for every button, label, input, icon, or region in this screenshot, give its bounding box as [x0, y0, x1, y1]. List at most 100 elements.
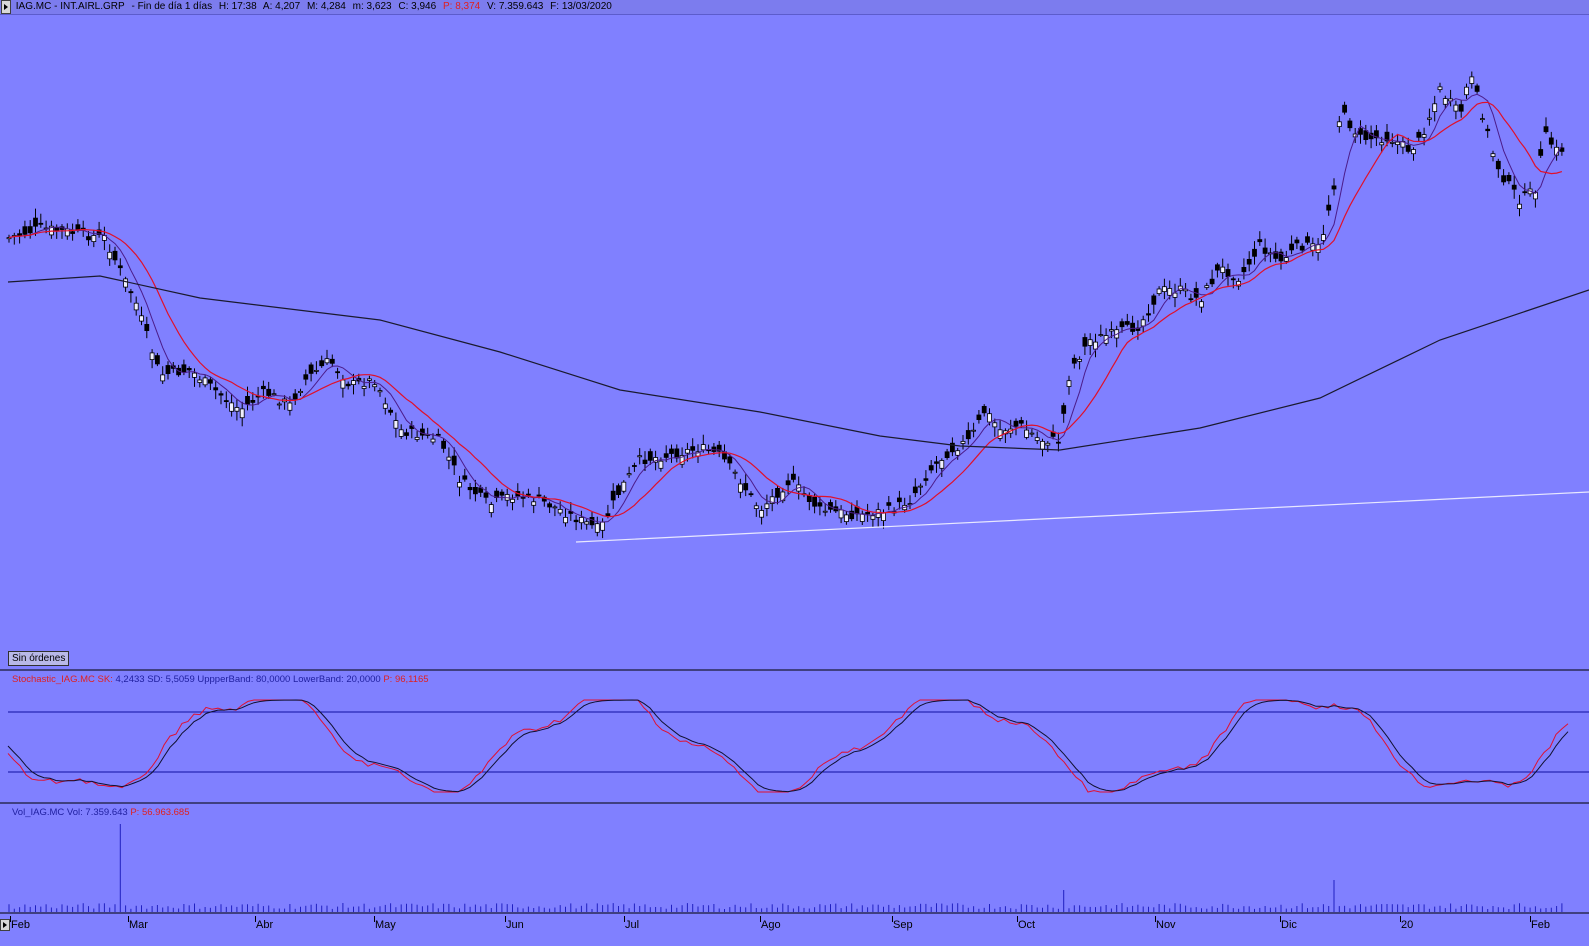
candle-body [192, 372, 197, 378]
x-axis-label: Ago [761, 919, 781, 931]
candle-body [64, 228, 70, 237]
ma-fast-line [8, 93, 1563, 523]
candle-body [812, 496, 817, 507]
candle-body [234, 407, 240, 412]
candle-body [1209, 278, 1215, 285]
candle-body [345, 383, 351, 387]
candle-body [690, 446, 696, 451]
candle-body [589, 517, 595, 526]
candle-body [361, 385, 367, 389]
x-axis-tick [1530, 916, 1531, 922]
candle-body [897, 497, 902, 503]
candle-body [674, 448, 680, 459]
candle-body [563, 517, 568, 524]
candle-body [764, 503, 770, 509]
candle-body [1204, 285, 1210, 288]
candle-body [1225, 269, 1231, 277]
candle-body [1034, 437, 1040, 441]
candle-body [207, 379, 213, 384]
candle-body [727, 456, 733, 464]
candle-body [669, 448, 674, 454]
candle-body [844, 514, 849, 523]
candle-body [547, 503, 552, 508]
scroll-left-arrow-icon[interactable] [0, 919, 10, 931]
candle-body [123, 278, 128, 288]
candle-body [366, 378, 372, 381]
candle-body [992, 422, 998, 428]
candle-body [584, 521, 590, 525]
candle-body [202, 377, 208, 386]
x-axis-label: Feb [11, 919, 30, 931]
candle-body [663, 453, 669, 458]
x-axis-label: May [375, 919, 396, 931]
candle-body [960, 440, 966, 444]
candle-body [573, 519, 579, 523]
candle-body [976, 414, 982, 420]
candle-body [1342, 104, 1347, 113]
candle-body [759, 510, 764, 518]
candle-body [1289, 243, 1294, 251]
candle-body [955, 450, 961, 456]
candle-body [1252, 248, 1257, 257]
candle-body [1321, 234, 1326, 241]
candle-body [1278, 251, 1284, 262]
candle-body [96, 229, 102, 235]
candle-body [1119, 321, 1125, 328]
candle-body [462, 475, 468, 480]
candle-body [1045, 442, 1051, 446]
candle-body [70, 231, 75, 234]
candle-body [404, 432, 409, 436]
candle-body [388, 409, 394, 413]
candle-body [1082, 337, 1088, 347]
candle-body [865, 511, 870, 515]
candle-body [457, 482, 462, 488]
chart-header: IAG.MC - INT.AIRL.GRP - Fin de día 1 día… [0, 0, 1589, 15]
candle-body [605, 513, 611, 517]
x-axis-label: 20 [1401, 919, 1414, 931]
candle-body [594, 523, 600, 533]
orders-button[interactable]: Sin órdenes [8, 651, 70, 666]
candle-body [1469, 76, 1475, 84]
date-field: F: 13/03/2020 [550, 1, 612, 12]
x-axis-tick [1400, 916, 1401, 922]
candle-body [1056, 441, 1061, 444]
candle-body [319, 360, 325, 367]
expand-arrow-icon[interactable] [1, 0, 11, 14]
candle-body [260, 385, 266, 390]
high-field: H: 17:38 [218, 1, 257, 12]
candle-body [54, 227, 60, 232]
candle-body [647, 451, 653, 461]
candle-body [483, 492, 489, 498]
candle-body [1363, 130, 1369, 140]
candle-body [579, 517, 584, 524]
candle-body [1040, 440, 1045, 450]
candle-body [791, 473, 796, 480]
min-field: m: 3,623 [352, 1, 392, 12]
candle-body [271, 393, 277, 396]
candle-body [987, 413, 992, 423]
candle-body [1384, 131, 1390, 142]
candle-body [1156, 288, 1162, 294]
close-field: C: 3,946 [398, 1, 437, 12]
candle-body [1543, 126, 1549, 133]
candle-body [117, 265, 123, 269]
candle-body [1458, 104, 1464, 112]
candle-body [1109, 329, 1114, 332]
x-axis-tick [892, 916, 893, 922]
x-axis-tick [1017, 916, 1018, 922]
candle-body [393, 420, 399, 429]
candle-body [1331, 185, 1337, 190]
volume-field: V: 7.359.643 [487, 1, 544, 12]
candle-body [1199, 301, 1204, 308]
candle-body [950, 442, 955, 453]
x-axis-tick [374, 916, 375, 922]
candle-body [1167, 288, 1173, 296]
candle-body [817, 502, 823, 507]
candle-body [27, 226, 33, 234]
candle-body [38, 222, 44, 225]
candle-body [1162, 286, 1167, 293]
candle-body [1533, 192, 1538, 200]
candle-body [870, 515, 876, 520]
candle-body [981, 405, 987, 414]
